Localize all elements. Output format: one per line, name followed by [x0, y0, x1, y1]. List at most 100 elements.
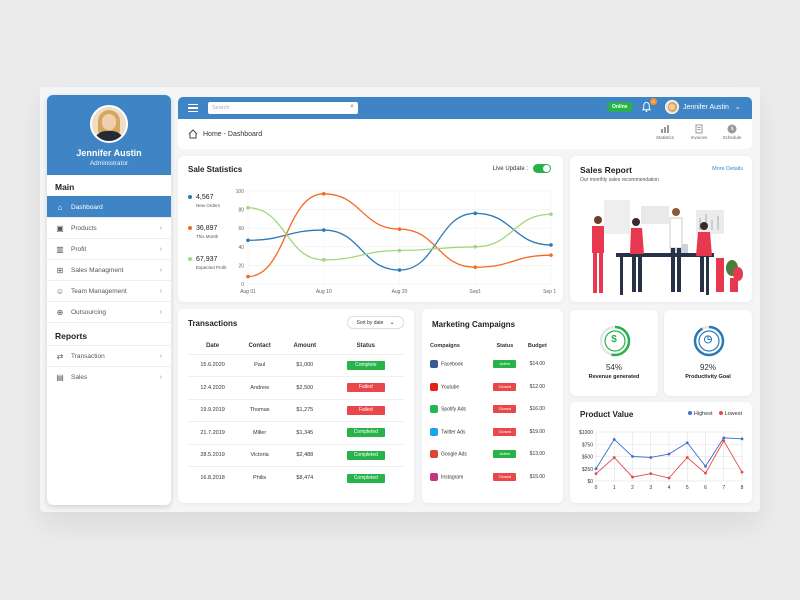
breadcrumb-bar: Home - Dashboard Statistics Invoices Sch…	[178, 119, 752, 149]
sidebar-item-label: Team Management	[71, 287, 127, 295]
y-tick-label: 60	[238, 226, 244, 232]
sidebar-item-label: Outsourcing	[71, 308, 107, 316]
campaign-row[interactable]: Google Ads Active $13.00	[430, 443, 552, 466]
sort-label: Sort by date	[356, 319, 384, 326]
cell-date: 19.9.2019	[188, 398, 238, 422]
cell-campaign: Spotify Ads	[430, 398, 487, 421]
profile-role: Administrator	[89, 160, 129, 167]
bell-icon[interactable]	[641, 101, 652, 113]
table-row[interactable]: 21.7.2019 Miller $1,345 Completed	[188, 421, 404, 444]
menu-icon[interactable]	[188, 103, 198, 113]
table-row[interactable]: 15.6.2020 Paul $1,000 Complete	[188, 353, 404, 377]
search-icon[interactable]: ⌕	[350, 103, 354, 110]
cell-contact: Paul	[237, 353, 283, 377]
data-point	[321, 191, 326, 196]
dollar-icon	[604, 330, 626, 352]
data-point	[549, 253, 553, 257]
cell-budget: $12.00	[529, 383, 545, 390]
clock-icon	[727, 124, 737, 134]
google-icon	[430, 450, 438, 459]
sales-report-subtitle: Our monthly sales recommendation	[580, 177, 659, 183]
y-tick-label: 20	[238, 263, 244, 269]
cell-budget: $13.00	[529, 451, 545, 458]
data-point	[631, 475, 634, 479]
table-row[interactable]: 28.5.2019 Victoria $2,488 Completed	[188, 443, 404, 467]
sidebar-item-products[interactable]: ▣ Products ›	[47, 217, 171, 238]
sidebar-item-label: Dashboard	[71, 203, 103, 211]
column-header: Budget	[527, 343, 547, 349]
status-badge: Failed	[346, 383, 385, 393]
campaign-row[interactable]: Spotify Ads Closed $16.00	[430, 398, 552, 421]
campaigns-table: Compaigns Status Budget Facebook Active $14.…	[430, 339, 552, 488]
chevron-right-icon: ›	[159, 287, 162, 295]
column-header: Amount	[293, 343, 317, 350]
legend-highest-label: Highest	[693, 411, 713, 417]
y-tick-label: $1000	[579, 430, 593, 436]
transaction-icon: ⇄	[56, 351, 64, 361]
sidebar-item-team-management[interactable]: ☺ Team Management ›	[47, 280, 171, 301]
sidebar-item-transaction[interactable]: ⇄ Transaction ›	[47, 345, 171, 366]
column-header: Compaigns	[430, 343, 460, 349]
campaign-row[interactable]: Instagram Closed $15.00	[430, 466, 552, 489]
cell-status: Active	[487, 443, 523, 466]
sort-dropdown[interactable]: Sort by date ⌄	[347, 316, 404, 329]
campaign-name: Instagram	[441, 474, 464, 481]
cell-status: Closed	[487, 398, 523, 421]
x-tick-label: 7	[722, 485, 725, 491]
live-update-toggle[interactable]	[533, 164, 551, 173]
legend-item: 67,937 Expected Profit	[188, 256, 227, 270]
invoices-label: Invoices	[690, 135, 708, 140]
campaign-name: Facebook	[441, 361, 463, 368]
sidebar-item-sales[interactable]: ▤ Sales ›	[47, 366, 171, 387]
data-point	[649, 472, 653, 476]
chevron-right-icon: ›	[159, 373, 162, 381]
invoices-button[interactable]: Invoices	[686, 124, 712, 140]
table-row[interactable]: 16.8.2018 Philis $8,474 Completed	[188, 466, 404, 489]
clock-icon	[698, 330, 720, 352]
home-icon: ⌂	[57, 202, 63, 212]
campaign-row[interactable]: Facebook Active $14.00	[430, 353, 552, 376]
sidebar-item-label: Sales	[71, 373, 88, 381]
column-header: Date	[206, 343, 220, 350]
cell-status: Closed	[487, 376, 523, 399]
chevron-right-icon: ›	[159, 352, 162, 360]
data-point	[667, 452, 671, 456]
sidebar-item-outsourcing[interactable]: ⊕ Outsourcing ›	[47, 301, 171, 322]
legend-label: This Month	[196, 234, 219, 239]
statistics-button[interactable]: Statistics	[652, 124, 678, 140]
sidebar-item-profit[interactable]: ▥ Profit ›	[47, 238, 171, 259]
chevron-right-icon: ›	[159, 245, 162, 253]
data-point	[397, 248, 402, 253]
schedule-button[interactable]: Schedule	[719, 124, 745, 140]
column-header: Status	[496, 343, 514, 349]
campaign-row[interactable]: Twitter Ads Closed $19.00	[430, 421, 552, 444]
status-badge: Complete	[346, 360, 385, 370]
data-point	[740, 437, 744, 441]
legend-label: New Orders	[196, 203, 221, 208]
search-input[interactable]: Search ⌕	[208, 102, 358, 114]
instagram-icon	[430, 472, 438, 481]
user-menu[interactable]: Jennifer Austin ⌄	[665, 100, 741, 114]
data-point	[594, 467, 598, 471]
legend-value: 36,897	[196, 225, 218, 232]
transactions-table: Date Contact Amount Status 15.6.2020 Paul $1,…	[188, 339, 404, 489]
y-tick-label: $0	[587, 479, 593, 485]
sidebar-item-sales-managment[interactable]: ⊞ Sales Managment ›	[47, 259, 171, 280]
home-icon[interactable]	[188, 129, 198, 139]
marketing-campaigns-title: Marketing Campaigns	[432, 320, 516, 329]
sidebar-item-dashboard[interactable]: ⌂ Dashboard	[47, 196, 171, 217]
status-badge: Completed	[346, 473, 385, 483]
table-row[interactable]: 19.9.2019 Thomas $1,275 Failed	[188, 398, 404, 422]
more-details-link[interactable]: More Details	[712, 166, 743, 172]
avatar[interactable]	[90, 105, 128, 143]
cell-amount: $2,500	[282, 376, 328, 399]
data-point	[473, 265, 478, 270]
transactions-title: Transactions	[188, 319, 238, 328]
data-point	[631, 455, 634, 458]
sales-team-illustration	[592, 200, 743, 295]
table-row[interactable]: 12.4.2020 Andrew $2,500 Failed	[188, 376, 404, 399]
cell-date: 15.6.2020	[188, 353, 238, 377]
sidebar-item-label: Products	[71, 224, 97, 232]
campaign-row[interactable]: Youtube Closed $12.00	[430, 376, 552, 399]
series-line	[247, 193, 552, 278]
